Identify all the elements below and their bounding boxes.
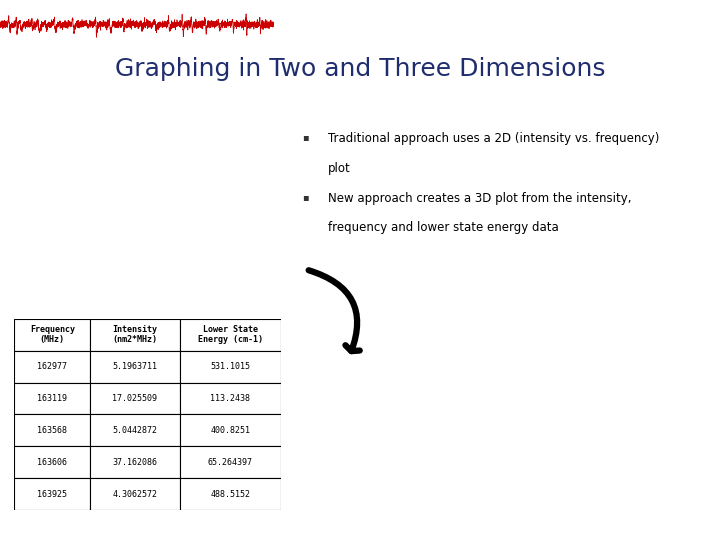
Text: Traditional approach uses a 2D (intensity vs. frequency): Traditional approach uses a 2D (intensit… (328, 132, 659, 145)
Text: New approach creates a 3D plot from the intensity,: New approach creates a 3D plot from the … (328, 192, 631, 205)
Bar (179, 478, 281, 510)
Bar (179, 319, 281, 350)
Bar (14, 319, 90, 350)
Text: ▪: ▪ (302, 132, 309, 143)
Text: 4.3062572: 4.3062572 (112, 490, 158, 499)
Text: 163119: 163119 (37, 394, 68, 403)
Text: 488.5152: 488.5152 (210, 490, 250, 499)
Text: Intensity
(nm2*MHz): Intensity (nm2*MHz) (112, 325, 158, 345)
Bar (179, 350, 281, 382)
Text: 400.8251: 400.8251 (210, 426, 250, 435)
Text: 113.2438: 113.2438 (210, 394, 250, 403)
Text: 65.264397: 65.264397 (207, 458, 253, 467)
Bar (90, 415, 179, 447)
Text: Graphing in Two and Three Dimensions: Graphing in Two and Three Dimensions (114, 57, 606, 80)
Text: 163925: 163925 (37, 490, 68, 499)
Text: Frequency
(MHz): Frequency (MHz) (30, 325, 75, 345)
Bar (90, 478, 179, 510)
Text: 531.1015: 531.1015 (210, 362, 250, 371)
Text: 163568: 163568 (37, 426, 68, 435)
Bar (14, 382, 90, 415)
Text: 37.162086: 37.162086 (112, 458, 158, 467)
Text: 162977: 162977 (37, 362, 68, 371)
Bar (14, 350, 90, 382)
Bar (90, 319, 179, 350)
Text: 5.1963711: 5.1963711 (112, 362, 158, 371)
Bar (179, 382, 281, 415)
Text: plot: plot (328, 162, 351, 175)
Bar (179, 447, 281, 478)
Bar (14, 447, 90, 478)
Text: frequency and lower state energy data: frequency and lower state energy data (328, 221, 558, 234)
Text: ▪: ▪ (302, 192, 309, 202)
Bar (14, 478, 90, 510)
Bar (90, 350, 179, 382)
Bar (90, 382, 179, 415)
Bar (14, 415, 90, 447)
Bar (90, 447, 179, 478)
Text: 5.0442872: 5.0442872 (112, 426, 158, 435)
Bar (179, 415, 281, 447)
Text: 17.025509: 17.025509 (112, 394, 158, 403)
Text: Lower State
Energy (cm-1): Lower State Energy (cm-1) (198, 325, 263, 345)
Text: 163606: 163606 (37, 458, 68, 467)
